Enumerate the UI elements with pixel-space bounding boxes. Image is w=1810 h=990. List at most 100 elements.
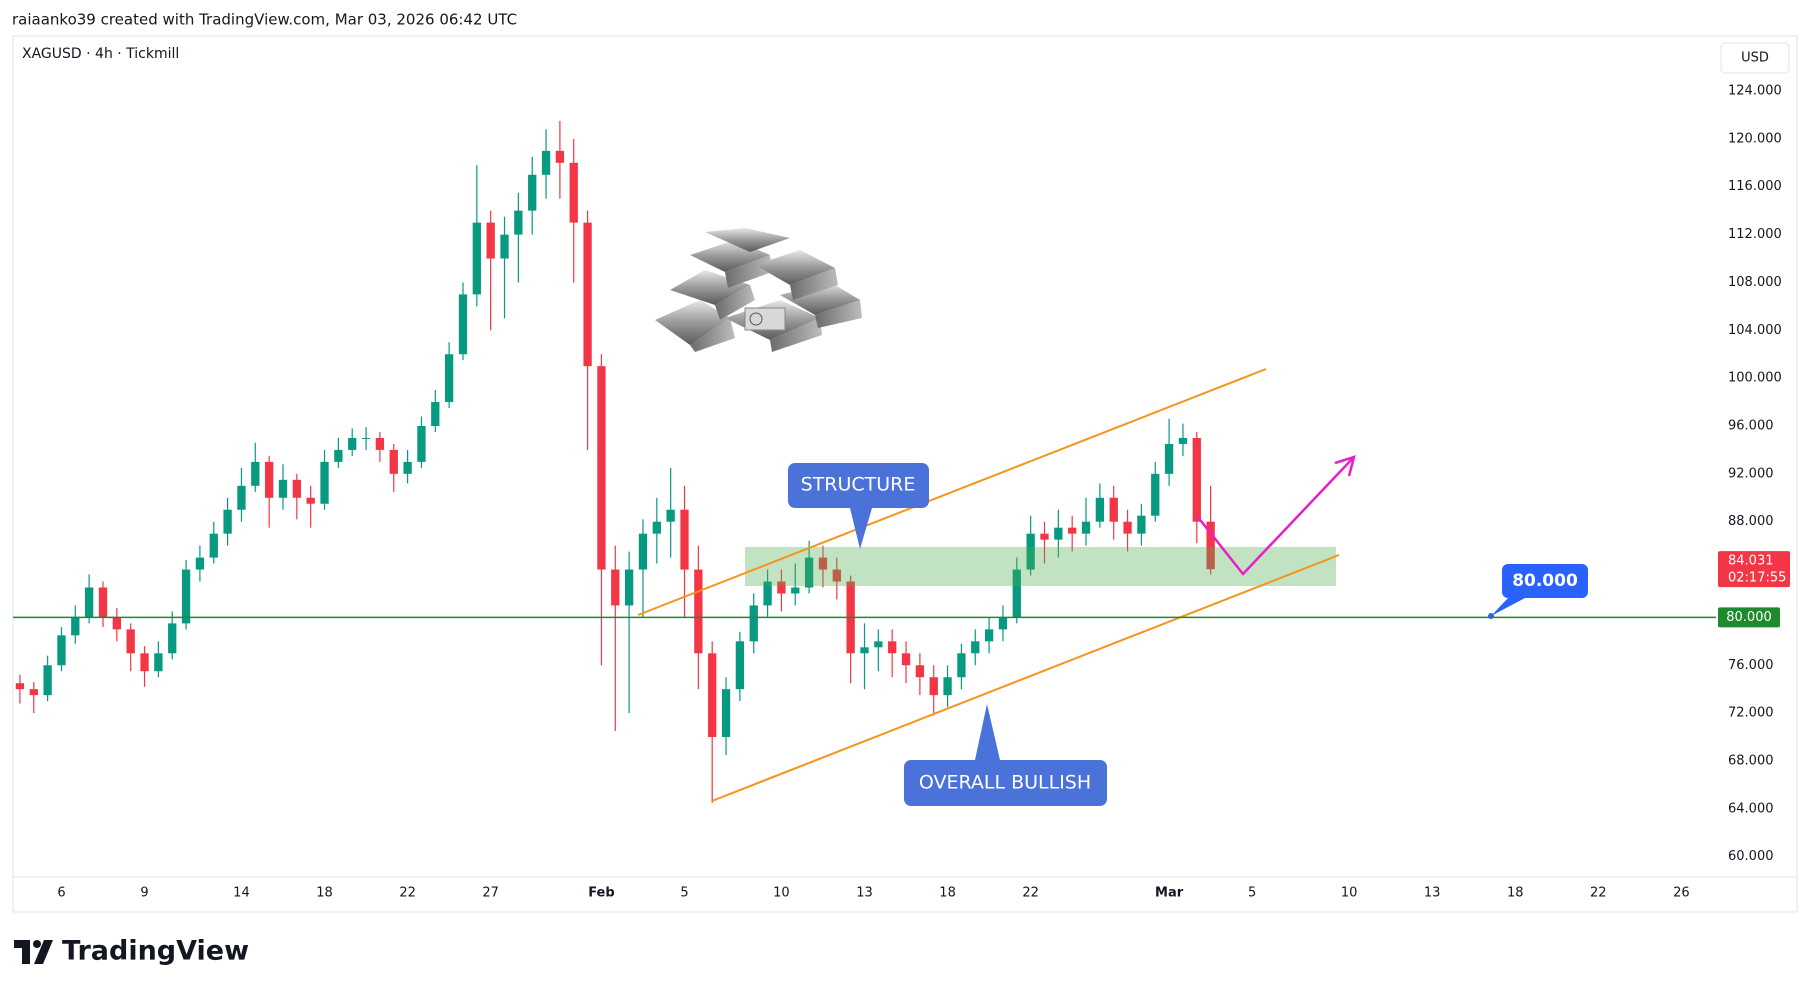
candle-body [1164,443,1174,474]
candle-body [112,617,121,630]
candle-body [1137,515,1146,534]
x-tick-label: Mar [1155,886,1184,901]
y-tick-label: 68.000 [1728,753,1774,768]
x-tick-label: 10 [773,886,790,901]
candle-body [874,641,883,648]
candle-body [458,294,468,355]
candle-body [652,521,661,534]
x-tick-label: 27 [482,886,499,901]
candle-body [555,150,565,163]
x-tick-label: 18 [1507,886,1524,901]
candle-body [15,683,25,690]
candle-body [264,461,274,498]
candle-body [126,629,135,654]
candle-body [597,366,606,570]
candle-body [29,689,38,696]
y-tick-label: 100.000 [1728,371,1782,386]
candle-body [624,569,634,606]
candle-body [888,641,897,654]
horizontal-line-axis-box [1718,607,1780,628]
candle-body [998,617,1008,630]
candle-body [348,437,357,450]
candle-body [278,479,288,498]
channel-upper-line [637,368,1267,616]
currency-button[interactable] [1720,42,1790,74]
candle-body [389,449,398,474]
symbol-title: XAGUSD · 4h · Tickmill [22,46,179,62]
x-tick-label: 5 [1248,886,1256,901]
price-callout-text: 80.000 [1512,571,1578,591]
x-tick-label: 18 [939,886,956,901]
x-tick-label: 5 [680,886,688,901]
price-callout-box [1491,564,1588,616]
y-tick-label: 72.000 [1728,706,1774,721]
candle-body [929,677,938,696]
y-tick-label: 96.000 [1728,418,1774,433]
candle-body [943,677,952,696]
x-tick-label: 22 [1022,886,1039,901]
candle-body [791,587,800,594]
horizontal-line-axis-label: 80.000 [1726,610,1772,625]
candle-body [860,647,869,654]
candle-body [334,449,343,462]
x-tick-label: 13 [1424,886,1441,901]
candle-body [1081,521,1091,534]
x-tick-label: 14 [233,886,250,901]
structure-text: STRUCTURE [801,474,916,496]
structure-callout [788,463,929,549]
candle-body [1012,569,1021,618]
candle-body [57,635,66,666]
chart-frame [12,35,1798,913]
candle-body [472,222,481,295]
y-tick-label: 120.000 [1728,131,1782,146]
tradingview-logo: TradingView [14,936,249,967]
candle-body [486,222,495,259]
candle-body [1095,497,1105,522]
candle-body [804,557,814,588]
candle-body [306,497,315,504]
x-tick-label: Feb [588,886,614,901]
candle-body [195,557,205,570]
candle-body [375,437,385,450]
candle-body [1109,497,1118,522]
countdown-label: 02:17:55 [1728,571,1786,586]
candle-body [1040,533,1049,540]
bullish-text: OVERALL BULLISH [919,772,1091,794]
candle-body [514,210,523,235]
candle-body [237,485,246,510]
candle-body [708,653,717,738]
candle-body [763,581,772,606]
candle-body [611,569,620,606]
x-tick-label: 13 [856,886,873,901]
candle-body [403,461,412,474]
last-price-box [1718,551,1790,588]
candle-body [984,629,994,642]
x-tick-label: 26 [1673,886,1690,901]
candle-body [209,533,218,558]
candle-body [223,509,232,534]
candle-body [1123,521,1132,534]
candle-body [569,162,578,223]
candle-body [444,354,454,403]
y-tick-label: 60.000 [1728,849,1774,864]
candle-body [251,461,260,486]
candle-body [1068,527,1077,534]
candle-body [84,587,94,618]
candle-body [541,150,551,175]
y-tick-label: 92.000 [1728,466,1774,481]
candle-body [417,425,426,462]
candle-body [1178,437,1188,444]
x-tick-label: 18 [316,886,333,901]
series-layer [15,120,1215,803]
candle-body [154,653,163,672]
candle-body [901,653,911,666]
projection-arrow [1196,456,1355,576]
y-tick-label: 112.000 [1728,227,1782,242]
y-tick-label: 88.000 [1728,514,1774,529]
candle-body [500,234,509,259]
candle-body [140,653,149,672]
projection-arrowhead [1334,455,1356,477]
x-tick-label: 6 [57,886,65,901]
